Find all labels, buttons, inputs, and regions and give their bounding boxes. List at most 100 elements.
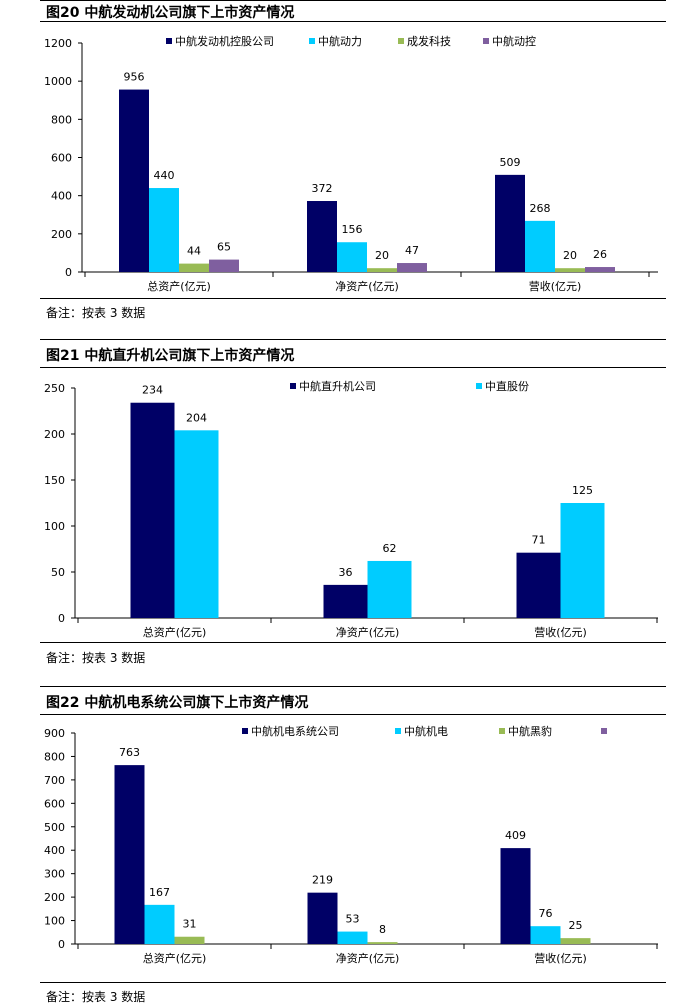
legend-swatch [499,728,505,734]
data-label: 234 [142,384,163,397]
bar [525,220,555,272]
data-label: 44 [187,245,201,258]
legend-label: 成发科技 [407,34,451,48]
y-tick-label: 600 [44,797,65,810]
chart-2: 0 100 200 300 400 500 600 700 800 900 总资产(亿元) 净资产(亿… [44,724,658,965]
chart-title: 图22 中航机电系统公司旗下上市资产情况 [46,695,309,711]
y-tick-label: 250 [44,382,65,395]
legend-swatch [242,728,248,734]
y-tick-label: 600 [51,152,72,165]
bar [179,263,209,272]
legend-label: 中航动控 [492,34,536,48]
bar [337,931,368,944]
chart-note: 备注：按表 3 数据 [46,306,146,320]
top-rule [40,0,666,1]
chart-0: 0 200 400 600 800 1000 1200 总资产(亿元) 净资产(亿元) 营收(亿元… [44,34,658,293]
x-tick-label: 营收(亿元) [534,951,587,965]
data-label: 31 [183,918,197,931]
data-label: 8 [379,923,386,936]
bar [585,267,615,272]
data-label: 76 [539,907,553,920]
bar [149,188,179,272]
data-label: 47 [405,244,419,257]
bar [500,848,531,944]
legend-swatch [398,38,404,44]
x-tick-label: 营收(亿元) [534,625,587,639]
bar [560,938,591,944]
data-label: 26 [593,248,607,261]
bar [130,402,175,618]
legend-label: 中航黑豹 [508,724,552,738]
y-tick-label: 200 [51,228,72,241]
data-label: 268 [530,202,551,215]
data-label: 219 [312,874,333,887]
bar [530,926,561,944]
data-label: 71 [532,534,546,547]
bar [516,552,561,618]
data-label: 53 [346,913,360,926]
bottom-rule [40,982,666,983]
bar [307,201,337,272]
data-label: 372 [312,182,333,195]
bar [555,268,585,272]
y-tick-label: 0 [58,938,65,951]
data-label: 167 [149,886,170,899]
y-tick-label: 0 [65,266,72,279]
y-tick-label: 1200 [44,37,72,50]
bar [119,89,149,273]
bottom-rule [40,642,666,643]
bar [495,174,525,272]
bar [209,259,239,272]
chart-title: 图21 中航直升机公司旗下上市资产情况 [46,348,295,364]
data-label: 956 [124,71,145,84]
data-label: 20 [375,249,389,262]
x-tick-label: 净资产(亿元) [335,279,399,293]
title-rule [40,714,666,715]
chart-title: 图20 中航发动机公司旗下上市资产情况 [46,5,295,21]
chart-note: 备注：按表 3 数据 [46,651,146,665]
y-tick-label: 400 [51,190,72,203]
y-tick-label: 50 [51,566,65,579]
data-label: 763 [119,746,140,759]
legend-swatch [483,38,489,44]
bar [367,942,398,944]
bar [174,430,219,618]
top-rule [40,339,666,340]
y-tick-label: 100 [44,520,65,533]
data-label: 62 [383,542,397,555]
title-rule [40,21,666,22]
x-tick-label: 营收(亿元) [529,279,582,293]
bar [560,503,605,618]
x-tick-label: 净资产(亿元) [336,625,400,639]
legend-label: 中航直升机公司 [299,379,376,393]
y-tick-label: 400 [44,844,65,857]
x-tick-label: 净资产(亿元) [336,951,400,965]
bottom-rule [40,298,666,299]
bar [144,904,175,944]
x-tick-label: 总资产(亿元) [143,625,207,639]
legend-label: 中直股份 [485,379,529,393]
chart-note: 备注：按表 3 数据 [46,990,146,1004]
legend-swatch [309,38,315,44]
y-tick-label: 300 [44,868,65,881]
bar [323,584,368,618]
y-tick-label: 0 [58,612,65,625]
title-rule [40,367,666,368]
y-tick-label: 800 [44,750,65,763]
bar [367,560,412,618]
legend-swatch [476,383,482,389]
y-tick-label: 1000 [44,75,72,88]
bar [397,263,427,272]
y-tick-label: 500 [44,821,65,834]
legend-label: 中航机电系统公司 [251,724,339,738]
y-tick-label: 200 [44,428,65,441]
bar [307,892,338,944]
bar [174,936,205,944]
legend-label: 中航机电 [404,724,448,738]
data-label: 36 [339,566,353,579]
legend-swatch [395,728,401,734]
bar [367,268,397,272]
y-tick-label: 700 [44,774,65,787]
data-label: 409 [505,829,526,842]
